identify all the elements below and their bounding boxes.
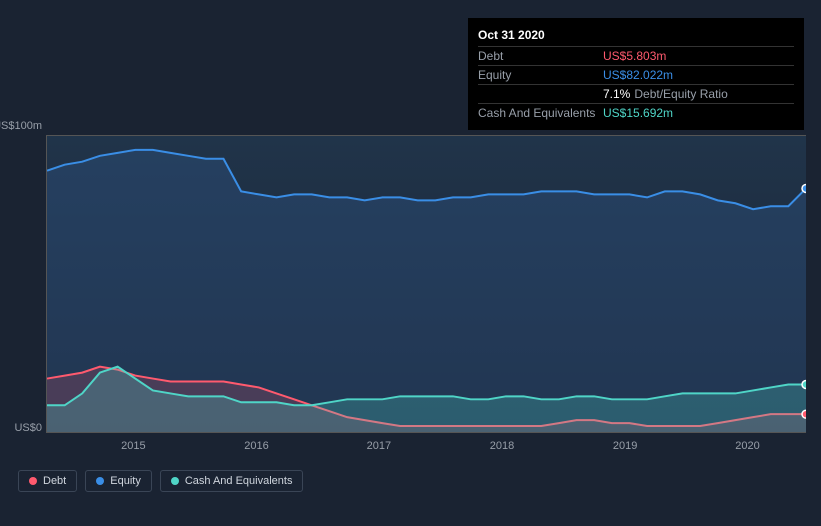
y-axis-max: US$100m — [0, 120, 42, 132]
tooltip-value: US$82.022m — [603, 68, 673, 82]
legend-label: Equity — [110, 475, 141, 487]
x-tick: 2018 — [490, 440, 514, 452]
legend-item-equity[interactable]: Equity — [85, 470, 152, 492]
legend: Debt Equity Cash And Equivalents — [18, 470, 303, 492]
tooltip-label: Cash And Equivalents — [478, 106, 603, 120]
plot-area[interactable] — [46, 135, 806, 433]
legend-dot-cash — [171, 477, 179, 485]
tooltip-label — [478, 87, 603, 101]
legend-dot-debt — [29, 477, 37, 485]
legend-label: Cash And Equivalents — [185, 475, 293, 487]
x-tick: 2015 — [121, 440, 145, 452]
series-marker-debt — [802, 410, 806, 418]
x-tick: 2017 — [367, 440, 391, 452]
legend-item-cash[interactable]: Cash And Equivalents — [160, 470, 304, 492]
x-tick: 2019 — [613, 440, 637, 452]
y-axis-min: US$0 — [0, 422, 42, 434]
x-tick: 2016 — [244, 440, 268, 452]
tooltip-row: 7.1% Debt/Equity Ratio — [478, 85, 794, 104]
tooltip-row: EquityUS$82.022m — [478, 66, 794, 85]
tooltip-value: US$5.803m — [603, 49, 666, 63]
legend-label: Debt — [43, 475, 66, 487]
legend-item-debt[interactable]: Debt — [18, 470, 77, 492]
debt-equity-chart[interactable]: US$100m US$0 201520162017201820192020 De… — [18, 120, 806, 480]
x-tick: 2020 — [735, 440, 759, 452]
tooltip-value: US$15.692m — [603, 106, 673, 120]
tooltip-row: DebtUS$5.803m — [478, 47, 794, 66]
chart-tooltip: Oct 31 2020 DebtUS$5.803mEquityUS$82.022… — [468, 18, 804, 130]
tooltip-label: Equity — [478, 68, 603, 82]
series-marker-equity — [802, 184, 806, 192]
legend-dot-equity — [96, 477, 104, 485]
tooltip-row: Cash And EquivalentsUS$15.692m — [478, 104, 794, 122]
tooltip-value: 7.1% — [603, 87, 630, 101]
series-marker-cash-and-equivalents — [802, 380, 806, 388]
tooltip-label: Debt — [478, 49, 603, 63]
tooltip-date: Oct 31 2020 — [478, 26, 794, 47]
tooltip-secondary: Debt/Equity Ratio — [634, 87, 727, 101]
